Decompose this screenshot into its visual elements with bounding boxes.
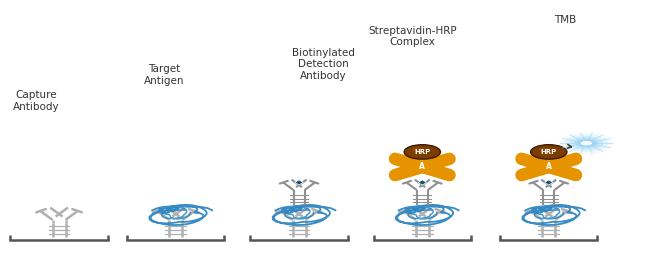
Text: Capture
Antibody: Capture Antibody <box>13 90 60 112</box>
Circle shape <box>569 136 603 150</box>
Text: Target
Antigen: Target Antigen <box>144 64 185 86</box>
Circle shape <box>530 145 567 159</box>
Text: A: A <box>546 162 552 171</box>
Polygon shape <box>418 180 426 185</box>
Circle shape <box>539 148 550 152</box>
Text: Biotinylated
Detection
Antibody: Biotinylated Detection Antibody <box>292 48 355 81</box>
Circle shape <box>575 139 598 148</box>
Circle shape <box>404 145 441 159</box>
Text: HRP: HRP <box>414 149 430 155</box>
Text: HRP: HRP <box>541 149 557 155</box>
Circle shape <box>559 132 614 154</box>
Text: A: A <box>419 162 425 171</box>
Text: Streptavidin-HRP
Complex: Streptavidin-HRP Complex <box>369 26 457 47</box>
Polygon shape <box>545 180 553 185</box>
Circle shape <box>578 140 594 146</box>
Polygon shape <box>295 180 304 185</box>
Text: TMB: TMB <box>554 15 576 25</box>
Circle shape <box>580 141 592 146</box>
Circle shape <box>412 148 423 152</box>
Circle shape <box>564 134 608 152</box>
